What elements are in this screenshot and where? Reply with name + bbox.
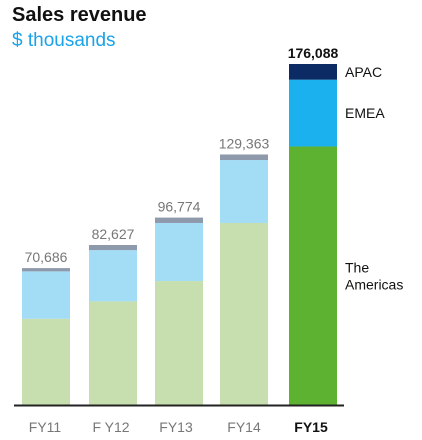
x-tick-label-fy15: FY15: [294, 419, 328, 435]
bar-fy15-the-americas: [289, 146, 337, 405]
bar-fy15-emea: [289, 79, 337, 147]
bar-fy15-apac: [289, 64, 337, 80]
bar-fy13-apac: [155, 217, 203, 223]
bar-fy13-emea: [155, 222, 203, 282]
x-tick-label-fy11: FY11: [29, 419, 62, 435]
bar-fy13-the-americas: [155, 281, 203, 405]
total-label-fy12: 82,627: [92, 226, 135, 242]
chart-title: Sales revenue: [12, 4, 147, 26]
chart-subtitle: $ thousands: [12, 30, 116, 51]
total-label-fy13: 96,774: [158, 199, 201, 215]
bar-fy14-the-americas: [220, 222, 268, 405]
x-tick-label-fy14: FY14: [227, 419, 261, 435]
total-label-fy11: 70,686: [25, 249, 68, 265]
legend-label-the-americas: The Americas: [345, 260, 403, 293]
bar-fy14-apac: [220, 154, 268, 161]
total-label-fy14: 129,363: [219, 135, 270, 151]
bar-fy12-emea: [89, 250, 137, 302]
legend-label-apac: APAC: [345, 64, 382, 80]
bar-fy11-the-americas: [22, 318, 70, 405]
legend-label-emea: EMEA: [345, 105, 385, 121]
bar-fy11-apac: [22, 268, 70, 272]
bar-fy12-the-americas: [89, 301, 137, 405]
bar-fy14-emea: [220, 160, 268, 223]
bar-fy11-emea: [22, 271, 70, 319]
bar-fy12-apac: [89, 244, 137, 251]
x-tick-label-fy13: FY13: [159, 419, 193, 435]
total-label-fy15: 176,088: [288, 45, 339, 61]
x-tick-label-fy12: F Y12: [92, 419, 129, 435]
